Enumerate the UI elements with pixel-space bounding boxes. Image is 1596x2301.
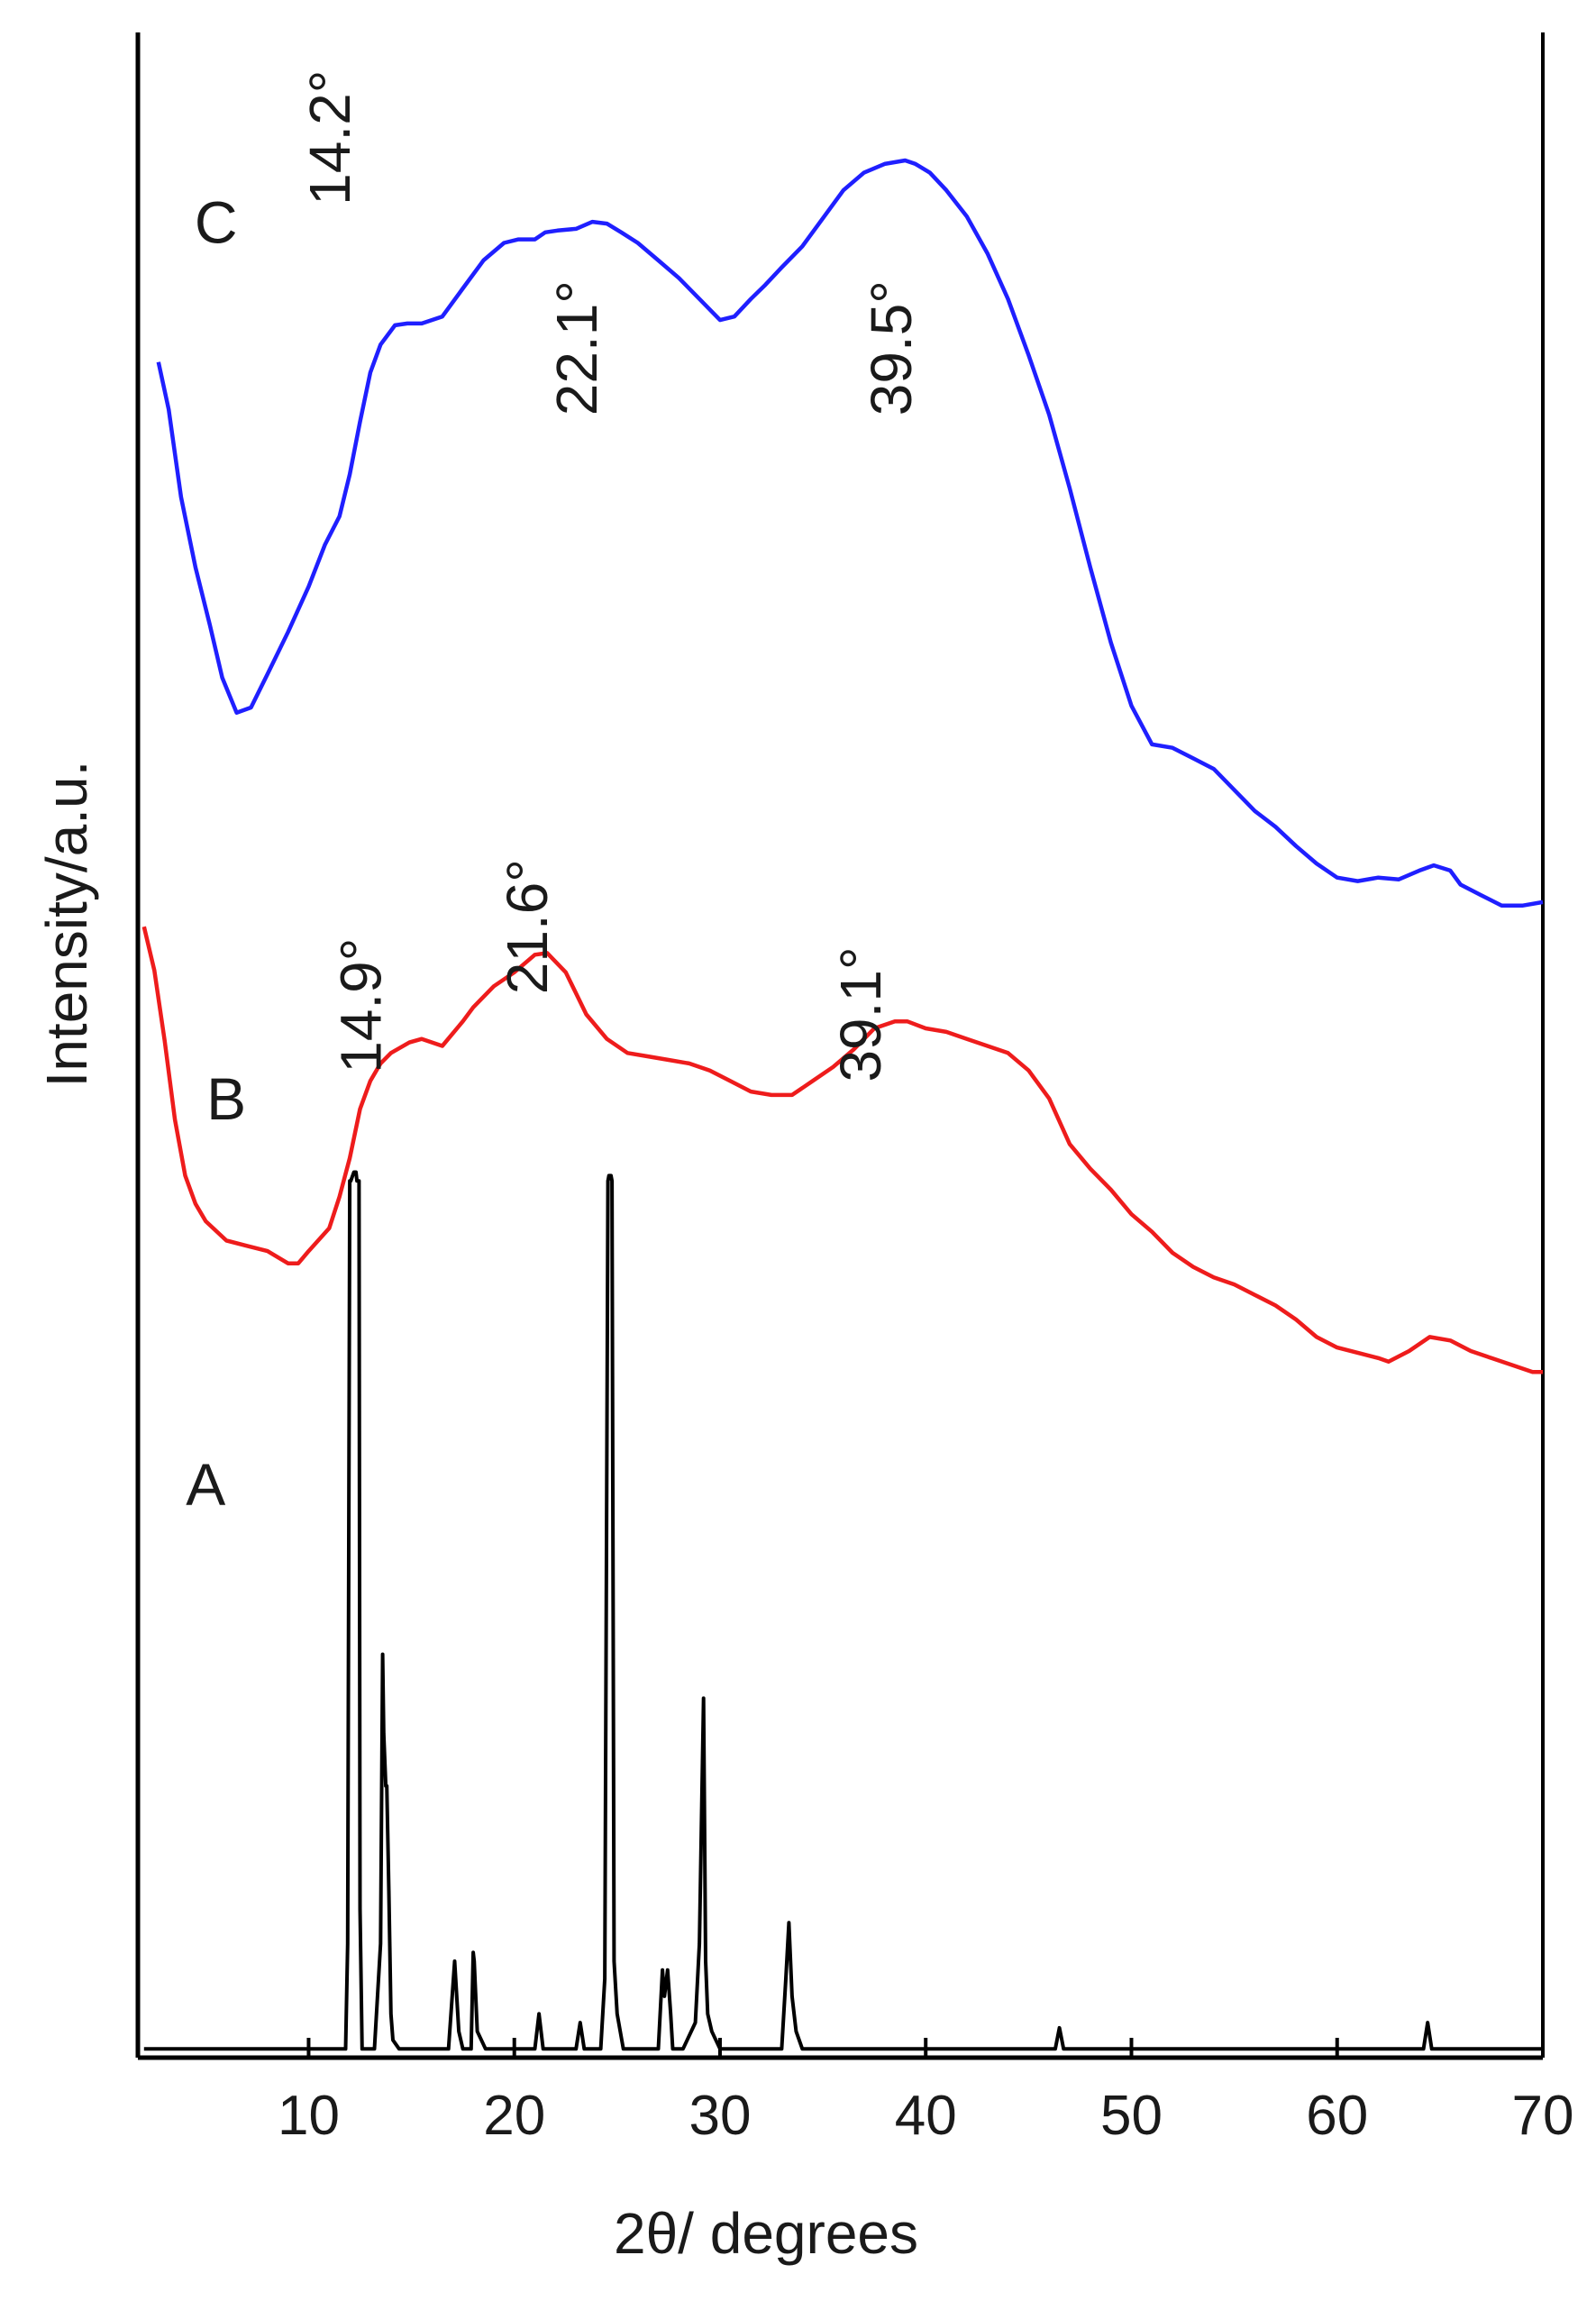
x-tick-labels: 10 20 30 40 50 60 70: [278, 2085, 1574, 2147]
peak-label-c-142: 14.2°: [297, 70, 362, 205]
x-tick-label-40: 40: [895, 2085, 957, 2147]
series-label-a: A: [186, 1451, 225, 1518]
series-line-b: [141, 926, 1543, 1374]
x-tick-label-10: 10: [278, 2085, 340, 2147]
peak-label-b-149: 14.9°: [328, 938, 393, 1073]
series-layer: [141, 158, 1544, 2051]
x-tick-label-60: 60: [1306, 2085, 1368, 2147]
series-line-a: [143, 1170, 1543, 2051]
y-axis-label: Intensity/a.u.: [34, 761, 99, 1088]
x-tick-label-70: 70: [1512, 2085, 1574, 2147]
peak-label-c-221: 22.1°: [544, 280, 609, 415]
series-label-b: B: [206, 1065, 246, 1132]
series-label-c: C: [195, 188, 238, 255]
x-axis-label: 2θ/ degrees: [614, 2201, 918, 2266]
peak-label-b-391: 39.1°: [828, 946, 893, 1082]
x-tick-label-50: 50: [1100, 2085, 1163, 2147]
series-labels: C B A: [186, 188, 246, 1518]
x-tick-label-20: 20: [483, 2085, 545, 2147]
series-line-c: [156, 158, 1544, 909]
x-tick-label-30: 30: [689, 2085, 751, 2147]
peak-annotations: 14.2° 22.1° 39.5° 14.9° 21.6° 39.1°: [297, 70, 924, 1082]
peak-label-b-216: 21.6°: [495, 859, 560, 994]
peak-label-c-395: 39.5°: [859, 280, 924, 415]
plot-frame: [135, 32, 1545, 2060]
